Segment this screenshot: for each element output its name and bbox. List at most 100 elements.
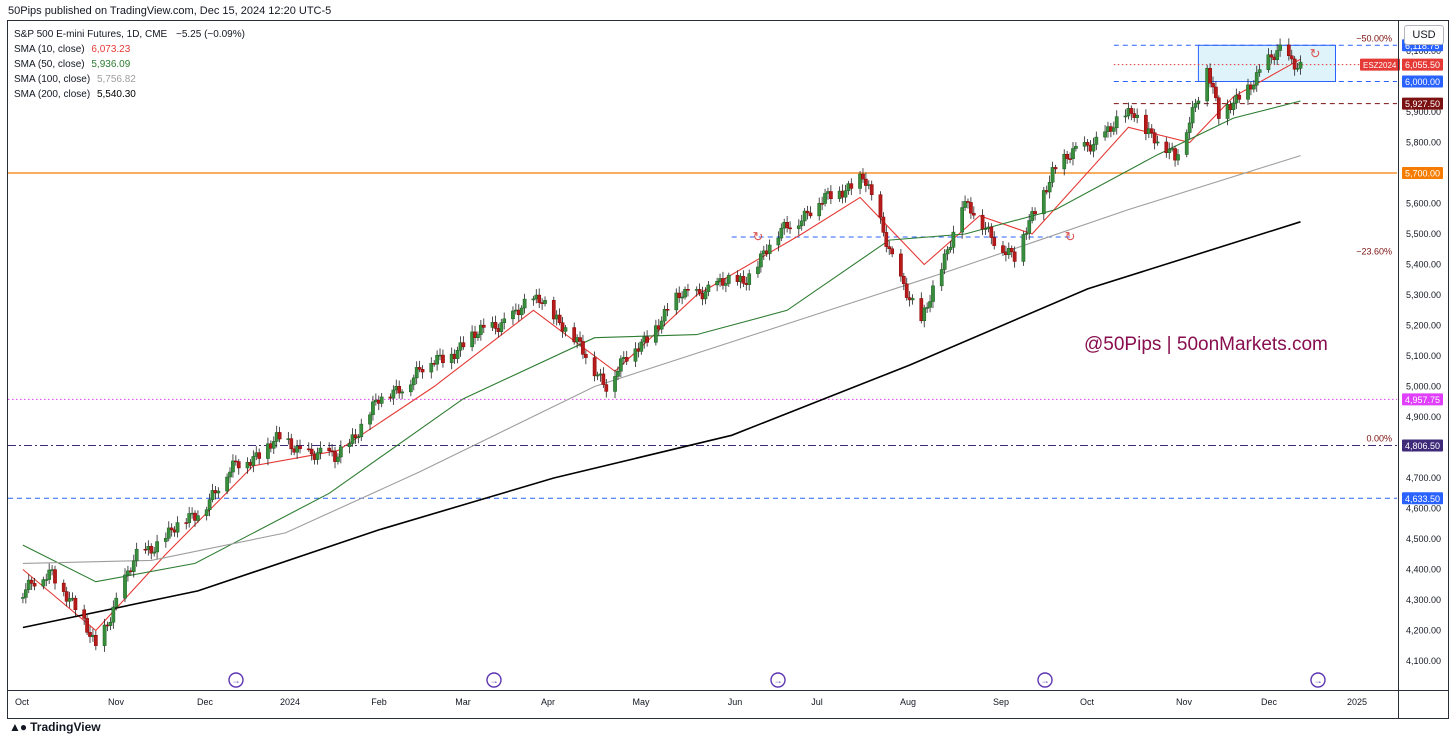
candle[interactable] (391, 385, 396, 405)
candle[interactable] (922, 304, 927, 328)
event-marker-icon[interactable]: → (770, 672, 786, 688)
currency-button[interactable]: USD (1404, 25, 1444, 45)
candle[interactable] (624, 350, 629, 365)
candle[interactable] (1123, 109, 1128, 123)
candle[interactable] (601, 367, 606, 388)
candle[interactable] (945, 246, 950, 261)
candle[interactable] (1208, 63, 1212, 88)
candle[interactable] (703, 287, 708, 305)
candle[interactable] (257, 448, 262, 465)
candle[interactable] (1278, 38, 1282, 57)
candle[interactable] (1184, 129, 1189, 158)
candle[interactable] (901, 272, 906, 291)
candle[interactable] (849, 178, 854, 196)
candle[interactable] (1103, 125, 1107, 141)
candle[interactable] (619, 355, 623, 378)
candle[interactable] (333, 447, 337, 469)
candle[interactable] (686, 283, 690, 297)
candle[interactable] (231, 454, 235, 478)
candle[interactable] (470, 325, 474, 352)
candle[interactable] (747, 269, 752, 291)
candle[interactable] (134, 542, 139, 567)
candle[interactable] (441, 349, 445, 368)
candle[interactable] (864, 172, 868, 193)
candle[interactable] (715, 277, 719, 292)
candle[interactable] (1237, 90, 1242, 103)
candle[interactable] (493, 315, 498, 335)
candle[interactable] (102, 618, 107, 652)
candle[interactable] (1114, 110, 1119, 135)
candle[interactable] (1091, 137, 1096, 158)
candle[interactable] (1292, 55, 1297, 76)
candle[interactable] (479, 319, 483, 341)
candle[interactable] (44, 573, 49, 587)
candle[interactable] (149, 543, 154, 560)
candle[interactable] (572, 322, 577, 345)
candle[interactable] (925, 302, 929, 313)
event-marker-icon[interactable]: → (1037, 672, 1053, 688)
candle[interactable] (931, 280, 935, 309)
candle[interactable] (111, 600, 116, 629)
candle[interactable] (131, 554, 136, 578)
price-badge[interactable]: 4,633.50 (1402, 492, 1443, 505)
candle[interactable] (435, 350, 439, 371)
candle[interactable] (992, 231, 997, 250)
candle[interactable] (21, 592, 25, 604)
candle[interactable] (928, 294, 932, 313)
candle[interactable] (327, 442, 332, 456)
candle[interactable] (1187, 116, 1192, 139)
legend-sma-10[interactable]: SMA (10, close) 6,073.23 (14, 42, 245, 57)
candle[interactable] (318, 441, 323, 460)
candle[interactable] (741, 270, 746, 288)
candle[interactable] (330, 444, 334, 457)
price-badge[interactable]: 4,957.75 (1402, 393, 1443, 406)
candle[interactable] (1050, 161, 1055, 188)
candle[interactable] (169, 523, 174, 537)
candle[interactable] (1074, 142, 1078, 152)
candle[interactable] (1216, 95, 1221, 125)
candle[interactable] (368, 411, 372, 431)
candle[interactable] (654, 319, 658, 346)
candle[interactable] (726, 272, 731, 287)
candle[interactable] (557, 308, 562, 326)
candle[interactable] (645, 330, 649, 347)
candle[interactable] (499, 319, 504, 336)
candle[interactable] (67, 591, 72, 608)
candle[interactable] (85, 615, 89, 636)
candle[interactable] (152, 546, 157, 557)
price-badge[interactable]: 5,700.00 (1402, 167, 1443, 179)
candle[interactable] (1012, 246, 1017, 268)
candle[interactable] (1094, 131, 1099, 151)
candle[interactable] (808, 206, 813, 219)
candle[interactable] (680, 291, 684, 305)
candle[interactable] (613, 369, 617, 399)
candle[interactable] (1144, 109, 1148, 141)
candle[interactable] (1275, 44, 1280, 65)
candle[interactable] (289, 433, 294, 456)
candle[interactable] (522, 293, 527, 314)
candle[interactable] (677, 286, 682, 303)
candle[interactable] (88, 626, 92, 643)
candle[interactable] (779, 223, 784, 242)
price-badge[interactable]: 6,000.00 (1402, 75, 1443, 88)
candle[interactable] (163, 532, 168, 548)
candle[interactable] (298, 439, 302, 454)
candle[interactable] (1111, 121, 1116, 136)
candle[interactable] (184, 518, 189, 530)
candle[interactable] (225, 473, 229, 495)
candle[interactable] (951, 225, 956, 254)
candle[interactable] (236, 458, 241, 475)
candle[interactable] (697, 283, 702, 297)
candle[interactable] (1152, 128, 1157, 150)
candle[interactable] (1214, 81, 1218, 102)
candle[interactable] (785, 216, 789, 233)
candle[interactable] (969, 197, 973, 219)
candle[interactable] (187, 506, 192, 528)
candle[interactable] (251, 450, 256, 473)
candle[interactable] (123, 568, 127, 603)
candle[interactable] (41, 576, 46, 590)
candle[interactable] (1129, 105, 1134, 121)
candle[interactable] (721, 271, 725, 290)
candle[interactable] (126, 565, 130, 582)
